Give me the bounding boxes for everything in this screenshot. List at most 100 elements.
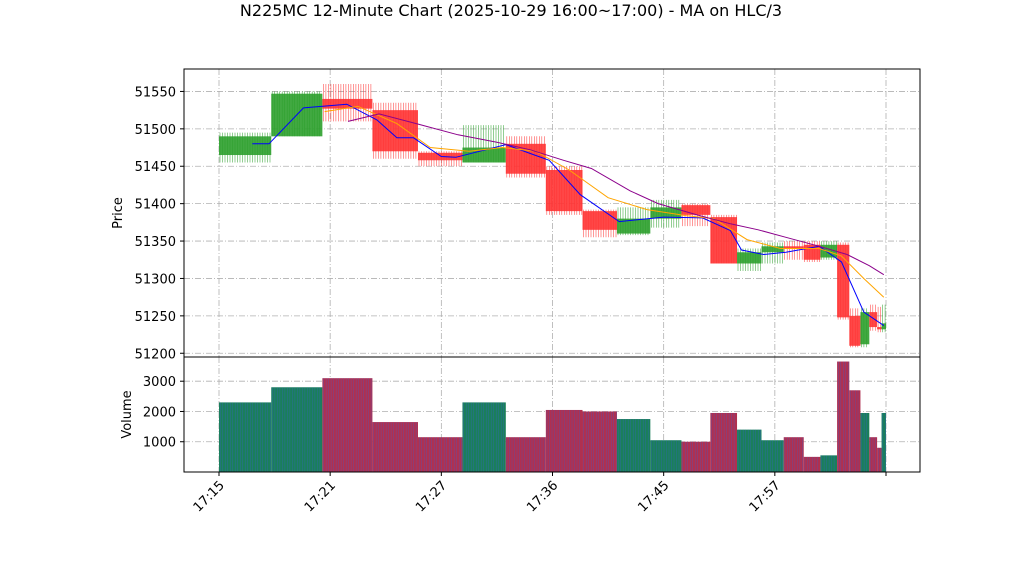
volume-bar-stripes [463,402,504,472]
candle [869,304,878,331]
ma-line-ma-fast [252,103,885,327]
price-panel: 51200 51250 51300 51350 51400 51450 51500 51550 [135,68,921,362]
volume-bar-stripes [861,413,867,472]
volume-bar [860,412,870,472]
candle-body [372,110,418,152]
volume-bar-fill [881,412,886,472]
x-tick-label: 17:15 [191,478,228,515]
volume-bar-fill [372,422,418,472]
volume-bar [849,390,861,472]
volume-bar [417,437,463,472]
chart-title: N225MC 12-Minute Chart (2025-10-29 16:00… [240,1,782,20]
volume-bar [650,440,682,472]
price-tick-label: 51250 [135,310,176,325]
volume-bar-stripes [682,441,708,472]
volume-bar [322,378,373,472]
volume-bar-stripes [418,437,462,472]
candle [881,304,886,333]
volume-tick-label: 2000 [143,405,176,420]
candle [837,242,850,320]
volume-bar [271,387,323,472]
volume-bar-stripes [784,437,803,472]
candle [322,84,373,122]
volume-bar [761,440,784,472]
volume-bar [372,422,418,472]
candle-body [322,98,373,109]
x-tick-label: 17:36 [524,478,561,515]
price-tick-label: 51500 [135,123,176,138]
ma-line-ma-slow [347,113,885,276]
candle [271,91,323,137]
price-tick-label: 51450 [135,160,176,175]
volume-bar-stripes [651,440,680,472]
price-axis-label: Price [111,197,126,229]
volume-bar-fill [616,419,651,472]
price-tick-label: 51400 [135,198,176,213]
candle [417,151,463,167]
candle [877,306,882,333]
candle-body [837,244,850,318]
volume-bar-stripes [850,390,859,472]
volume-bar [881,412,886,472]
volume-bar-fill [803,456,821,472]
candle-wick [463,125,504,163]
volume-bar-stripes [821,455,835,472]
price-tick-label: 51200 [135,347,176,362]
candle [860,308,870,348]
candle-body [681,205,711,215]
volume-bar-fill [737,429,762,472]
volume-bar [616,419,651,472]
volume-panel: 1000 2000 3000 [143,356,921,473]
candle-body [582,211,617,230]
volume-bar-fill [877,447,882,472]
x-tick-label: 17:57 [747,478,784,515]
volume-bar [837,361,850,472]
volume-bar [219,402,272,472]
volume-bar [545,409,583,472]
volume-bar-fill [505,437,546,472]
candle-body [869,312,878,328]
volume-bar [877,447,882,472]
candle-body [219,136,272,156]
volume-bar-fill [710,412,738,472]
x-tick-label: 17:21 [302,478,339,515]
volume-bar [737,429,762,472]
candle-body [417,152,463,161]
volume-bar-stripes [711,413,735,472]
volume-bar-fill [322,378,373,472]
price-tick-label: 51550 [135,85,176,100]
x-tick-label: 17:45 [635,478,672,515]
candle-body [877,327,882,330]
volume-bar-stripes [546,410,580,472]
volume-bar-fill [582,411,617,472]
volume-axis-label: Volume [120,390,135,438]
volume-bar-fill [462,402,506,472]
candle-body [783,246,804,249]
candle [849,308,861,348]
volume-bar-fill [681,441,711,472]
volume-bar [710,412,738,472]
volume-bar-stripes [272,387,321,472]
volume-bar [505,437,546,472]
volume-bar-fill [849,390,861,472]
candle-body [761,246,784,253]
price-tick-label: 51300 [135,272,176,287]
volume-bar [803,456,821,472]
volume-bar-stripes [506,437,545,472]
volume-bar-stripes [373,422,417,472]
volume-bar-stripes [804,456,818,472]
x-axis: 17:15 17:21 17:27 17:36 17:45 17:57 [191,472,887,515]
volume-bar-fill [417,437,463,472]
candle-body [881,323,886,330]
ma-line-ma-mid [324,105,885,298]
volume-bar [681,441,711,472]
price-tick-label: 51350 [135,235,176,250]
candle-body [737,252,762,264]
candle-body [860,312,870,345]
volume-bar-stripes [762,440,783,472]
volume-bar-stripes [323,378,372,472]
volume-bar-stripes [617,419,649,472]
volume-bar-fill [820,455,838,472]
volume-tick-label: 3000 [143,375,176,390]
candle [462,125,506,163]
